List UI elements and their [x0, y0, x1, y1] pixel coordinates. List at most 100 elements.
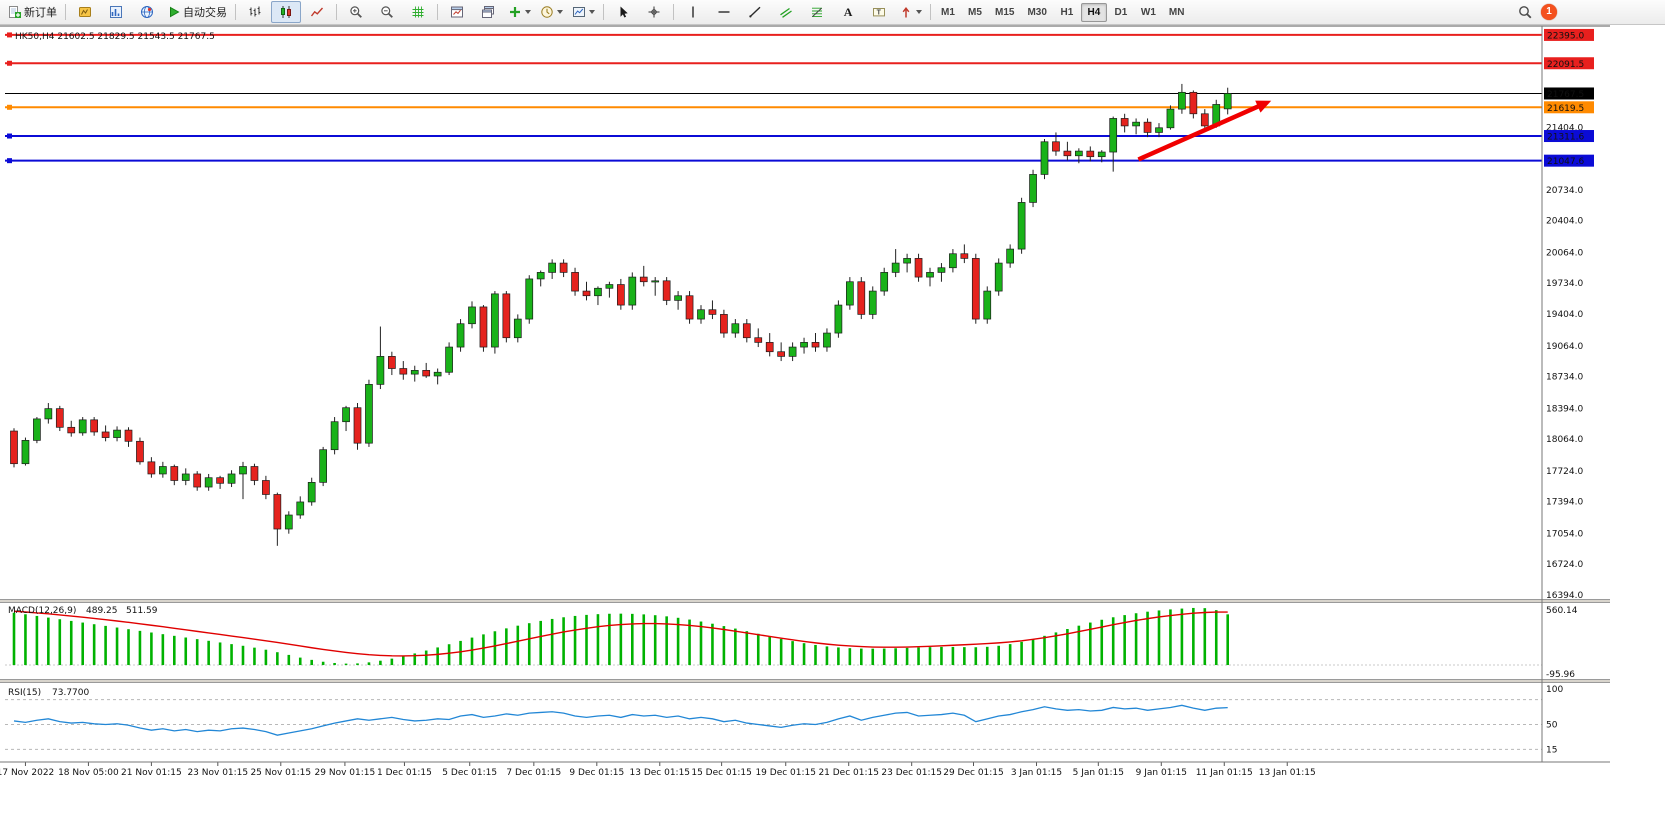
channel-button[interactable]	[771, 1, 801, 23]
panel-splitter[interactable]	[0, 599, 1610, 603]
globe-button[interactable]	[132, 1, 162, 23]
timeframe-m5-button[interactable]: M5	[968, 6, 982, 18]
trendline-button[interactable]	[740, 1, 770, 23]
line-chart-button[interactable]	[302, 1, 332, 23]
time-axis-label: 17 Nov 2022	[0, 768, 54, 778]
timeframe-w1-button[interactable]: W1	[1140, 6, 1156, 18]
text-icon: A	[844, 5, 853, 19]
time-axis-label: 9 Jan 01:15	[1136, 768, 1187, 778]
line-handle[interactable]	[7, 32, 12, 38]
cursor-button[interactable]	[608, 1, 638, 23]
timeframe-m15-button[interactable]: M15	[995, 6, 1015, 18]
price-tick-label: 20064.0	[1546, 248, 1583, 258]
zoom-out-icon	[381, 6, 393, 18]
price-tick-label: 16394.0	[1546, 591, 1583, 601]
price-axis[interactable]: 21404.0 20734.0 20404.0 20064.0 19734.0 19404…	[1544, 28, 1594, 755]
toolbar-separator	[437, 4, 438, 20]
timeframe-h4-button[interactable]: H4	[1080, 2, 1107, 22]
time-axis[interactable]: 17 Nov 2022 18 Nov 05:00 21 Nov 01:15 23 No…	[0, 762, 1316, 778]
time-axis-label: 1 Dec 01:15	[377, 768, 432, 778]
periods-button[interactable]	[536, 1, 567, 23]
fibonacci-button[interactable]	[802, 1, 832, 23]
timeframe-mn-button[interactable]: MN	[1168, 6, 1185, 18]
arrows-icon	[902, 6, 910, 18]
new-order-icon	[9, 6, 21, 18]
price-label-badge	[1544, 101, 1594, 114]
crosshair-button[interactable]	[639, 1, 669, 23]
svg-text:A: A	[844, 5, 853, 19]
metaeditor-button[interactable]	[70, 1, 100, 23]
timeframe-m1-button[interactable]: M1	[941, 6, 955, 18]
trend-arrow[interactable]	[1137, 100, 1272, 162]
text-label-button[interactable]: T	[864, 1, 894, 23]
dropdown-arrow-icon	[525, 10, 531, 14]
search-button[interactable]	[1510, 1, 1540, 23]
zoom-in-button[interactable]	[341, 1, 371, 23]
templates-button[interactable]	[568, 1, 599, 23]
toolbar-separator	[930, 4, 931, 20]
horizontal-line-21047.6[interactable]	[5, 158, 1542, 164]
horizontal-line-icon	[718, 11, 730, 13]
cascade-windows-button[interactable]	[473, 1, 503, 23]
dropdown-arrow-icon	[916, 10, 922, 14]
indicators-button[interactable]	[504, 1, 535, 23]
chart-window[interactable]: HK50,H4 21602.5 21829.5 21543.5 21767.5 M…	[0, 25, 1665, 833]
line-handle[interactable]	[7, 104, 12, 110]
rsi-axis-label: 15	[1546, 745, 1557, 755]
time-axis-label: 13 Dec 01:15	[630, 768, 691, 778]
time-axis-label: 21 Dec 01:15	[818, 768, 879, 778]
timeframe-d1-button[interactable]: D1	[1114, 6, 1128, 18]
cursor-icon	[620, 6, 628, 18]
price-tick-label: 17724.0	[1546, 467, 1583, 477]
autotrading-icon	[170, 6, 180, 18]
price-tick-label: 20734.0	[1546, 186, 1583, 196]
horizontal-line-button[interactable]	[709, 1, 739, 23]
tile-windows-icon	[451, 6, 463, 18]
horizontal-line-21619.5[interactable]	[5, 104, 1542, 110]
price-label-badge-text: 22395.0	[1547, 31, 1584, 41]
panel-splitter[interactable]	[0, 679, 1610, 683]
price-label-badge	[1544, 87, 1594, 100]
zoom-in-icon	[350, 6, 362, 18]
autotrading-label: 自动交易	[183, 7, 227, 19]
vertical-line-button[interactable]	[678, 1, 708, 23]
arrows-button[interactable]	[895, 1, 926, 23]
vertical-line-icon	[692, 6, 694, 18]
autotrading-button[interactable]: 自动交易	[163, 1, 231, 23]
time-axis-label: 29 Dec 01:15	[943, 768, 1004, 778]
price-tick-label: 19404.0	[1546, 310, 1583, 320]
horizontal-line-22395.0[interactable]	[5, 32, 1542, 38]
crosshair-icon	[648, 6, 660, 18]
line-handle[interactable]	[7, 158, 12, 164]
price-label-badge	[1544, 28, 1594, 41]
line-handle[interactable]	[7, 133, 12, 139]
notification-badge[interactable]: 1	[1541, 4, 1557, 20]
price-tick-label: 18734.0	[1546, 373, 1583, 383]
time-axis-label: 23 Dec 01:15	[881, 768, 942, 778]
candlestick-icon	[281, 6, 291, 18]
main-price-panel[interactable]: HK50,H4 21602.5 21829.5 21543.5 21767.5	[5, 32, 1542, 546]
bar-chart-button[interactable]	[240, 1, 270, 23]
candlestick-button[interactable]	[271, 1, 301, 23]
rsi-panel: RSI(15) 73.7700	[5, 688, 1542, 750]
text-button[interactable]: A	[833, 1, 863, 23]
tile-windows-button[interactable]	[442, 1, 472, 23]
zoom-out-button[interactable]	[372, 1, 402, 23]
macd-signal-value: 511.59	[126, 606, 158, 616]
horizontal-line-21311.6[interactable]	[5, 133, 1542, 139]
timeframe-m30-button[interactable]: M30	[1027, 6, 1047, 18]
timeframe-h1-button[interactable]: H1	[1060, 6, 1074, 18]
channel-icon	[780, 7, 792, 18]
periods-icon	[541, 6, 553, 18]
new-order-button[interactable]: 新订单	[4, 1, 61, 23]
price-tick-label: 19064.0	[1546, 342, 1583, 352]
line-handle[interactable]	[7, 60, 12, 66]
time-axis-label: 5 Dec 01:15	[442, 768, 497, 778]
horizontal-line-22091.5[interactable]	[5, 60, 1542, 66]
charts-button[interactable]	[101, 1, 131, 23]
rsi-axis-label: 100	[1546, 685, 1563, 695]
grid-button[interactable]	[403, 1, 433, 23]
time-axis-label: 15 Dec 01:15	[691, 768, 752, 778]
time-axis-label: 25 Nov 01:15	[250, 768, 311, 778]
